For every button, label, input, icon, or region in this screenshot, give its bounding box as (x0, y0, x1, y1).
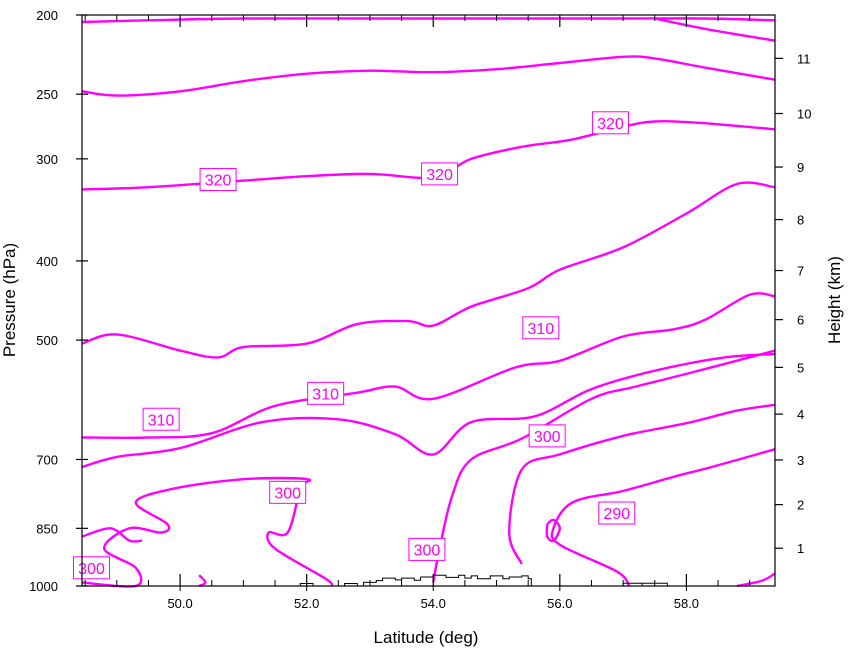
y2-tick-label: 6 (797, 313, 804, 328)
contour-label-box (591, 111, 629, 135)
y2-tick-label: 8 (797, 213, 804, 228)
contour-line (736, 572, 776, 588)
contour-label: 310 (527, 321, 554, 338)
x-tick-label: 52.0 (294, 596, 319, 611)
x-tick-label: 56.0 (547, 596, 572, 611)
y2-axis-label: Height (km) (825, 256, 844, 344)
contour-line-330 (81, 55, 776, 97)
contour-label-box (522, 316, 560, 340)
contour-label-box (421, 162, 459, 186)
contour-label-box (598, 501, 636, 525)
y2-tick-label: 2 (797, 498, 804, 513)
x-axis-label: Latitude (deg) (374, 628, 479, 647)
y2-tick-label: 11 (797, 51, 811, 66)
contour-label: 320 (426, 167, 453, 184)
contour-label: 310 (148, 412, 175, 429)
contour-label: 320 (205, 173, 232, 190)
y2-tick-label: 3 (797, 453, 804, 468)
contour-label-box (408, 537, 446, 561)
y-tick-label: 700 (36, 452, 58, 467)
y-tick-label: 500 (36, 333, 58, 348)
terrain-line (299, 574, 668, 587)
x-tick-label: 54.0 (421, 596, 446, 611)
y-tick-label: 850 (36, 521, 58, 536)
x-axis: 50.0 52.0 54.0 56.0 58.0 (84, 15, 751, 611)
y2-tick-label: 4 (797, 407, 804, 422)
y2-tick-label: 5 (797, 360, 804, 375)
contour-label: 290 (603, 506, 630, 523)
y-tick-label: 300 (36, 152, 58, 167)
y-axis-left: 200 250 300 400 500 700 850 1000 (29, 8, 88, 594)
contour-label: 310 (312, 386, 339, 403)
contour-line (198, 574, 207, 588)
y-axis-label: Pressure (hPa) (0, 243, 19, 357)
contour-line-300 (508, 403, 776, 565)
contour-label-box (528, 424, 566, 448)
x-tick-label: 50.0 (167, 596, 192, 611)
contour-label: 300 (534, 429, 561, 446)
y-axis-right: 1 2 3 4 5 6 7 8 9 10 11 (775, 51, 811, 556)
contour-line-290 (550, 448, 776, 587)
terrain-outline (299, 574, 668, 587)
y2-tick-label: 7 (797, 264, 804, 279)
y-tick-label: 1000 (29, 579, 58, 594)
contour-line (81, 181, 776, 359)
contour-line (81, 292, 776, 440)
contour-label: 300 (274, 485, 301, 502)
y2-tick-label: 1 (797, 541, 804, 556)
contour-label: 320 (597, 116, 624, 133)
contour-label-box (307, 381, 345, 405)
contour-line-310 (81, 352, 776, 469)
contour-label-box (269, 480, 307, 504)
contour-label-box (142, 407, 180, 431)
contour-line-330 (654, 17, 776, 42)
contour-line-300 (81, 476, 334, 588)
contour-label-box (199, 168, 237, 192)
plot-frame (81, 14, 776, 587)
y2-tick-label: 9 (797, 160, 804, 175)
contour-label: 300 (78, 561, 105, 578)
y-tick-label: 250 (36, 87, 58, 102)
contour-label: 300 (414, 542, 441, 559)
y2-tick-label: 10 (797, 106, 811, 121)
x-tick-label: 58.0 (674, 596, 699, 611)
y-tick-label: 400 (36, 254, 58, 269)
contour-labels: 320 320 320 310 310 310 300 300 300 300 290 (72, 111, 636, 580)
contour-line-300 (432, 349, 776, 583)
contour-lines (81, 17, 776, 588)
y-tick-label: 200 (36, 8, 58, 23)
contour-line (81, 527, 143, 543)
contour-line (545, 518, 561, 543)
